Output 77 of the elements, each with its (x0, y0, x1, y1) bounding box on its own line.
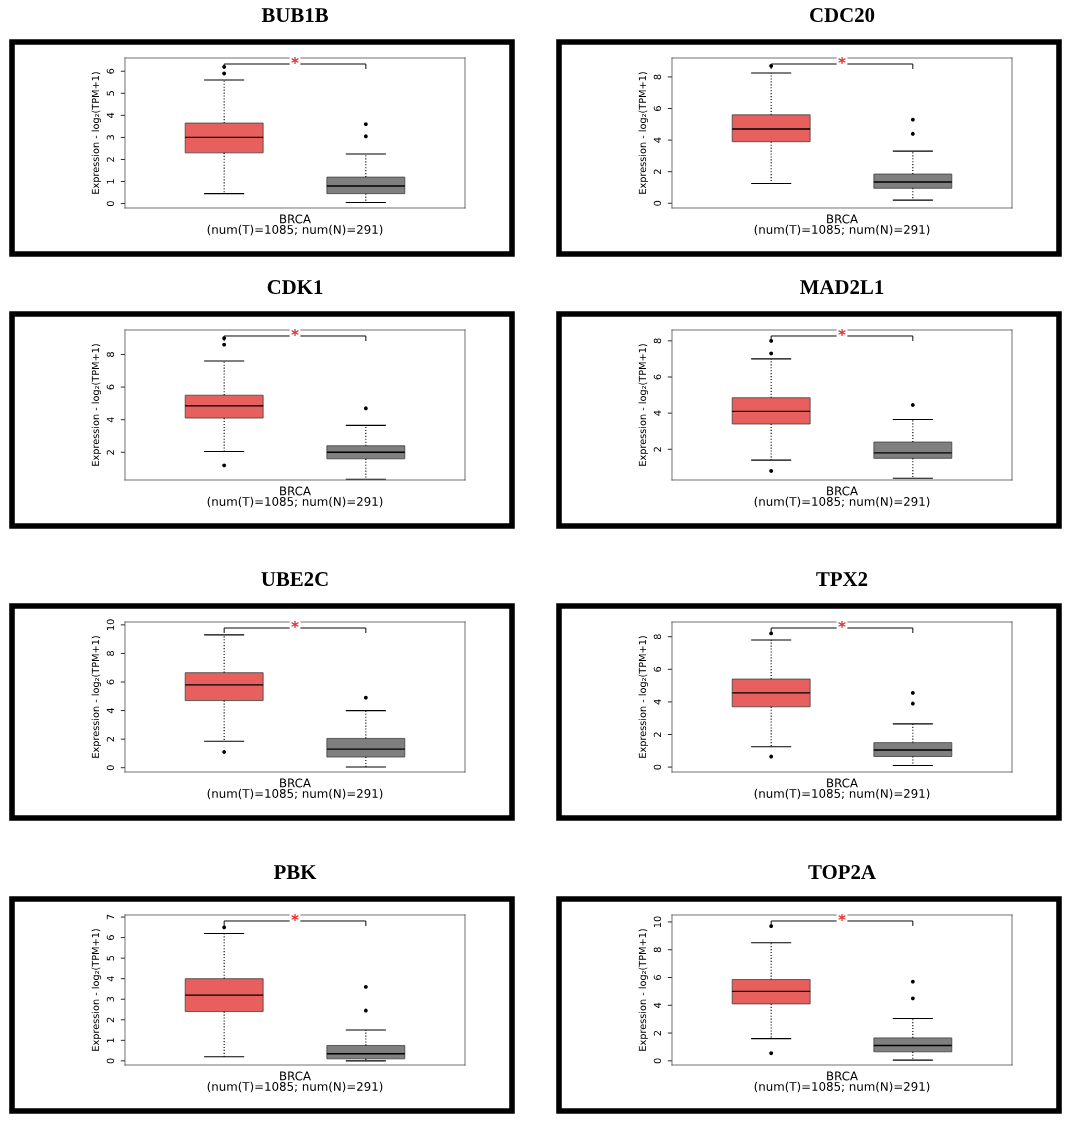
y-tick-label: 5 (106, 955, 115, 961)
y-axis-title: Expression - log₂(TPM+1) (91, 72, 102, 194)
x-axis-title: BRCA (num(T)=1085; num(N)=291) (207, 1071, 383, 1093)
y-tick-label: 0 (653, 764, 662, 770)
x-axis-title: BRCA (num(T)=1085; num(N)=291) (207, 214, 383, 236)
y-tick-label: 8 (106, 651, 115, 656)
y-axis-title: Expression - log₂(TPM+1) (638, 344, 649, 466)
chart-title: MAD2L1 (800, 280, 884, 294)
x-axis-title: BRCA (num(T)=1085; num(N)=291) (754, 778, 930, 800)
y-tick-label: 10 (653, 916, 662, 928)
y-tick-label: 6 (106, 935, 115, 941)
y-tick-label: 0 (106, 765, 115, 771)
y-tick-label: 4 (653, 699, 661, 705)
y-axis-title: Expression - log₂(TPM+1) (638, 929, 649, 1051)
annotation: * (291, 620, 299, 628)
annotation: * (291, 913, 299, 921)
y-tick-label: 8 (653, 338, 662, 344)
y-tick-label: 4 (106, 708, 114, 714)
y-tick-label: 10 (106, 619, 115, 630)
y-tick-label: 2 (653, 169, 661, 175)
x-axis-title: BRCA (num(T)=1085; num(N)=291) (207, 486, 383, 508)
y-tick-label: 4 (653, 137, 661, 143)
y-tick-label: 0 (653, 1058, 662, 1064)
x-axis-title: BRCA (num(T)=1085; num(N)=291) (754, 486, 930, 508)
y-tick-label: 8 (653, 634, 662, 640)
y-axis-title: Expression - log₂(TPM+1) (638, 72, 649, 194)
y-axis-title: Expression - log₂(TPM+1) (91, 344, 102, 466)
annotation: * (291, 56, 299, 64)
y-tick-label: 2 (106, 157, 114, 162)
y-tick-label: 6 (653, 975, 662, 980)
y-tick-label: 6 (106, 68, 115, 74)
y-tick-label: 8 (106, 352, 115, 357)
y-axis-title: Expression - log₂(TPM+1) (91, 929, 102, 1051)
chart-title: PBK (273, 865, 317, 879)
annotation: * (838, 328, 846, 336)
y-tick-label: 6 (106, 384, 115, 390)
y-tick-label: 3 (106, 996, 115, 1002)
chart-title: BUB1B (261, 8, 328, 23)
y-tick-label: 4 (653, 1002, 661, 1008)
y-tick-label: 0 (653, 200, 662, 206)
y-tick-label: 8 (653, 74, 662, 80)
y-axis-title: Expression - log₂(TPM+1) (638, 636, 649, 758)
x-axis-title: BRCA (num(T)=1085; num(N)=291) (754, 214, 930, 236)
annotation: * (838, 56, 846, 64)
y-tick-label: 0 (106, 1058, 115, 1064)
y-tick-label: 6 (653, 106, 662, 111)
y-tick-label: 5 (106, 91, 115, 96)
x-axis-title: BRCA (num(T)=1085; num(N)=291) (207, 778, 383, 800)
annotation: * (838, 620, 846, 628)
y-tick-label: 3 (106, 135, 115, 140)
chart-title: TOP2A (808, 865, 876, 880)
chart-title: CDC20 (810, 8, 875, 23)
y-tick-label: 6 (653, 666, 662, 672)
y-tick-label: 2 (106, 737, 114, 742)
y-tick-label: 2 (653, 1030, 661, 1036)
y-tick-label: 6 (653, 374, 662, 380)
chart-title: UBE2C (261, 572, 328, 587)
chart-title: TPX2 (816, 572, 868, 586)
y-tick-label: 0 (106, 201, 115, 207)
annotation: * (838, 913, 846, 921)
y-tick-label: 2 (106, 1017, 114, 1023)
chart-title: CDK1 (267, 280, 323, 295)
y-axis-title: Expression - log₂(TPM+1) (91, 636, 102, 758)
y-tick-label: 4 (106, 112, 114, 118)
y-tick-label: 8 (653, 947, 662, 953)
y-tick-label: 2 (106, 450, 114, 455)
y-tick-label: 4 (106, 976, 114, 982)
y-tick-label: 1 (106, 1038, 114, 1043)
y-tick-label: 6 (106, 679, 115, 685)
y-tick-label: 7 (106, 914, 114, 920)
annotation: * (291, 328, 299, 336)
y-tick-label: 2 (653, 732, 661, 737)
y-tick-label: 1 (106, 179, 114, 184)
x-axis-title: BRCA (num(T)=1085; num(N)=291) (754, 1071, 930, 1093)
y-tick-label: 4 (106, 417, 114, 423)
y-tick-label: 4 (653, 410, 661, 416)
y-tick-label: 2 (653, 447, 661, 452)
